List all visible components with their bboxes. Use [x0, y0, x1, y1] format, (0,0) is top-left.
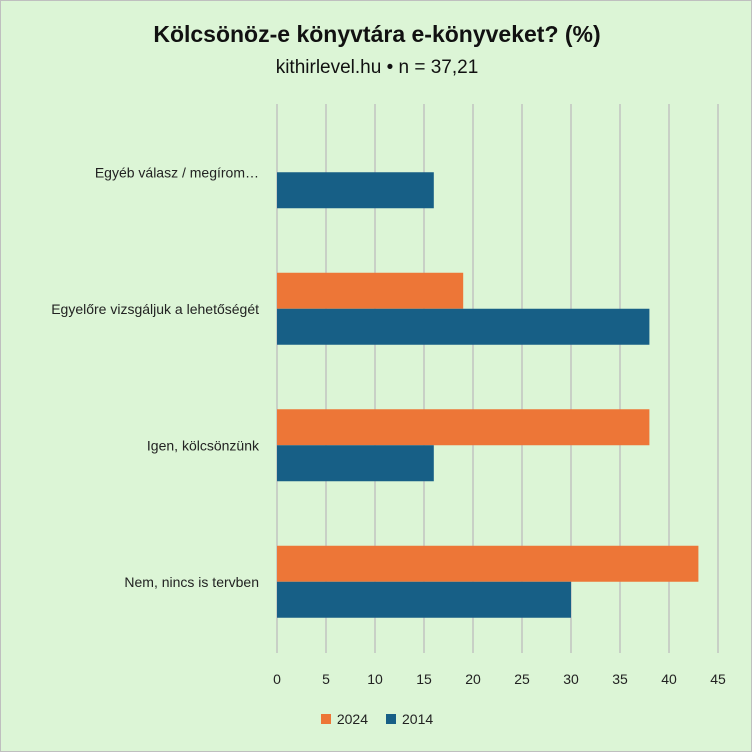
category-label-2: Igen, kölcsönzünk	[147, 437, 260, 453]
legend: 2024 2014	[1, 711, 752, 727]
legend-swatch-2014	[386, 714, 396, 724]
bar-2024-2	[277, 409, 650, 446]
legend-item-2014: 2014	[386, 711, 433, 727]
x-tick-label-20: 20	[465, 671, 481, 687]
bar-2014-3	[277, 581, 571, 618]
x-tick-labels: 0 5 10 15 20 25 30 35 40 45	[273, 671, 726, 687]
x-tick-label-30: 30	[563, 671, 579, 687]
bar-2014-0	[277, 172, 434, 209]
category-label-3: Nem, nincs is tervben	[124, 574, 259, 590]
legend-item-2024: 2024	[320, 711, 368, 727]
category-label-0: Egyéb válasz / megírom…	[95, 164, 259, 180]
x-tick-label-25: 25	[514, 671, 530, 687]
x-tick-label-45: 45	[710, 671, 726, 687]
category-label-1: Egyelőre vizsgáljuk a lehetőségét	[51, 301, 259, 317]
bar-2014-2	[277, 445, 434, 482]
x-tick-label-0: 0	[273, 671, 281, 687]
x-tick-label-35: 35	[612, 671, 628, 687]
chart-subtitle: kithirlevel.hu • n = 37,21	[275, 57, 479, 78]
legend-swatch-2024	[320, 714, 331, 724]
bar-2024-3	[277, 545, 699, 582]
legend-label-2024: 2024	[336, 711, 368, 727]
x-tick-label-40: 40	[661, 671, 677, 687]
bar-2024-1	[277, 272, 464, 309]
bars	[277, 172, 699, 618]
category-labels: Egyéb válasz / megírom… Egyelőre vizsgálj…	[51, 164, 260, 590]
x-tick-label-15: 15	[416, 671, 432, 687]
x-tick-label-10: 10	[367, 671, 383, 687]
legend-label-2014: 2014	[402, 711, 434, 727]
bar-2014-1	[277, 308, 650, 345]
x-tick-label-5: 5	[322, 671, 330, 687]
chart-title: Kölcsönöz-e könyvtára e-könyveket? (%)	[153, 21, 601, 47]
